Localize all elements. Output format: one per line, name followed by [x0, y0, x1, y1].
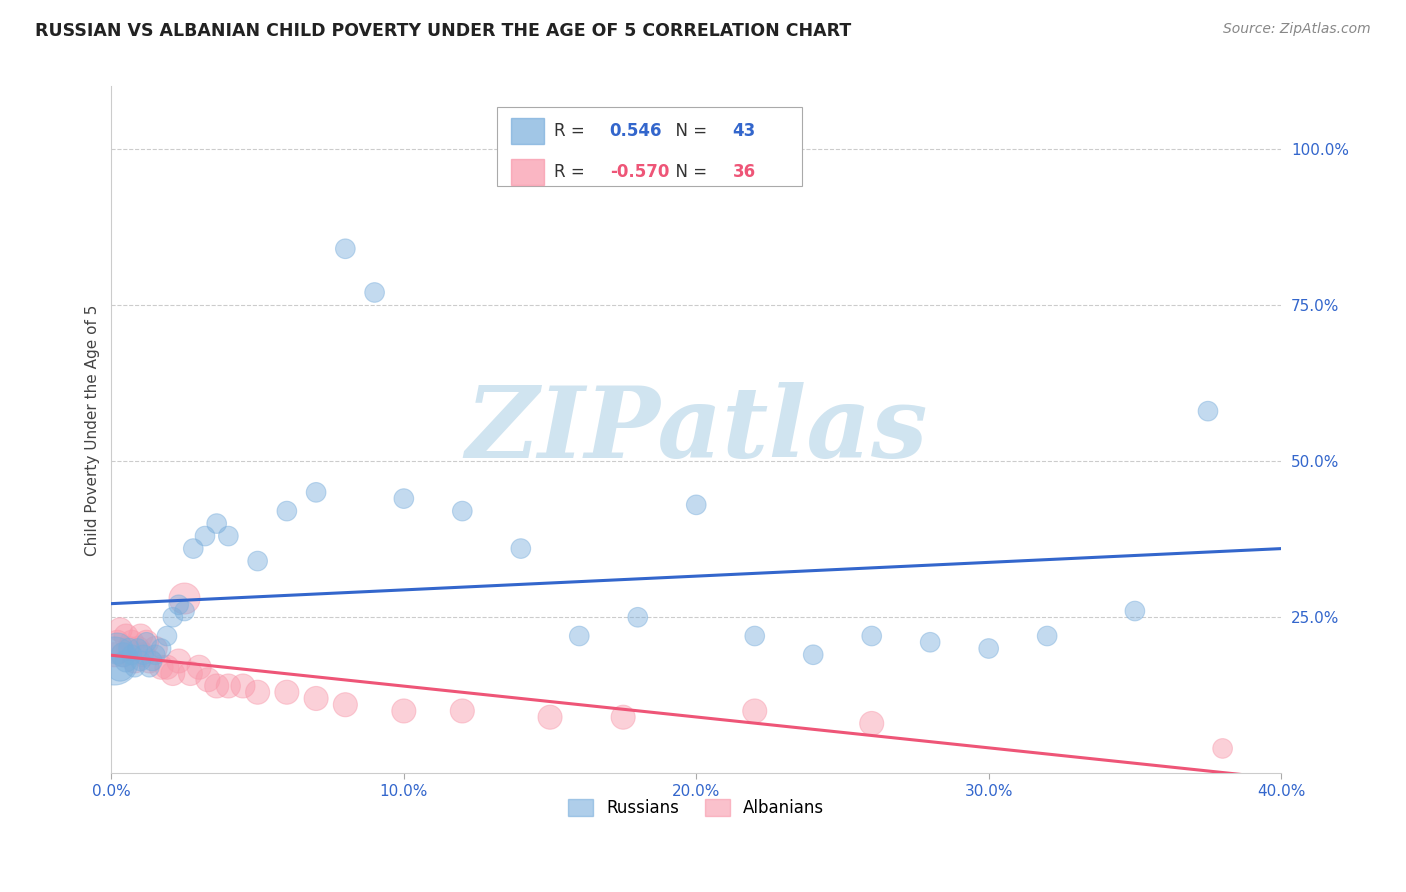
Point: [276, 685, 298, 699]
Point: [217, 679, 239, 693]
Point: [167, 654, 190, 668]
Point: [305, 691, 328, 706]
Text: R =: R =: [554, 162, 589, 181]
Point: [801, 648, 824, 662]
Text: 0.546: 0.546: [610, 121, 662, 140]
Point: [108, 623, 131, 637]
Point: [173, 604, 195, 618]
Point: [977, 641, 1000, 656]
Point: [335, 698, 357, 712]
Point: [627, 610, 650, 624]
Point: [112, 648, 135, 662]
Point: [150, 641, 173, 656]
Point: [205, 679, 228, 693]
Point: [392, 704, 415, 718]
Point: [156, 660, 179, 674]
Point: [1036, 629, 1059, 643]
Point: [744, 629, 766, 643]
Point: [127, 641, 149, 656]
Point: [129, 629, 152, 643]
Point: [305, 485, 328, 500]
Text: N =: N =: [665, 162, 711, 181]
Point: [612, 710, 634, 724]
Point: [167, 598, 190, 612]
Point: [451, 704, 474, 718]
FancyBboxPatch shape: [512, 159, 544, 185]
Point: [197, 673, 219, 687]
Text: 36: 36: [733, 162, 755, 181]
Text: N =: N =: [665, 121, 711, 140]
Point: [115, 654, 138, 668]
Point: [568, 629, 591, 643]
Point: [124, 654, 146, 668]
Point: [1197, 404, 1219, 418]
Point: [103, 654, 125, 668]
Point: [276, 504, 298, 518]
Text: Source: ZipAtlas.com: Source: ZipAtlas.com: [1223, 22, 1371, 37]
Point: [173, 591, 195, 606]
Point: [156, 629, 179, 643]
Point: [112, 648, 135, 662]
Point: [143, 648, 166, 662]
Point: [744, 704, 766, 718]
Point: [509, 541, 531, 556]
Point: [162, 666, 184, 681]
Point: [232, 679, 254, 693]
Point: [179, 666, 201, 681]
Point: [135, 635, 157, 649]
Point: [1212, 741, 1234, 756]
Point: [205, 516, 228, 531]
Point: [194, 529, 217, 543]
Point: [141, 654, 163, 668]
Point: [127, 641, 149, 656]
Point: [124, 660, 146, 674]
Point: [118, 641, 141, 656]
Legend: Russians, Albanians: Russians, Albanians: [562, 792, 831, 823]
Point: [105, 635, 128, 649]
Point: [162, 610, 184, 624]
Y-axis label: Child Poverty Under the Age of 5: Child Poverty Under the Age of 5: [86, 304, 100, 556]
Point: [103, 648, 125, 662]
Point: [129, 654, 152, 668]
Point: [108, 660, 131, 674]
Text: R =: R =: [554, 121, 589, 140]
Point: [685, 498, 707, 512]
Point: [860, 629, 883, 643]
Point: [143, 641, 166, 656]
Text: ZIPatlas: ZIPatlas: [465, 382, 928, 478]
Point: [132, 648, 155, 662]
Point: [1123, 604, 1146, 618]
Point: [121, 635, 143, 649]
Point: [860, 716, 883, 731]
Point: [150, 660, 173, 674]
Point: [363, 285, 385, 300]
Point: [138, 660, 160, 674]
Point: [105, 641, 128, 656]
Point: [118, 641, 141, 656]
Point: [451, 504, 474, 518]
Point: [246, 685, 269, 699]
Text: 43: 43: [733, 121, 756, 140]
Point: [135, 635, 157, 649]
Point: [217, 529, 239, 543]
Point: [538, 710, 561, 724]
FancyBboxPatch shape: [512, 118, 544, 144]
Point: [335, 242, 357, 256]
FancyBboxPatch shape: [498, 107, 801, 186]
Point: [115, 629, 138, 643]
Point: [121, 648, 143, 662]
Point: [181, 541, 204, 556]
Point: [188, 660, 211, 674]
Text: -0.570: -0.570: [610, 162, 669, 181]
Point: [920, 635, 942, 649]
Point: [246, 554, 269, 568]
Point: [138, 654, 160, 668]
Point: [132, 648, 155, 662]
Text: RUSSIAN VS ALBANIAN CHILD POVERTY UNDER THE AGE OF 5 CORRELATION CHART: RUSSIAN VS ALBANIAN CHILD POVERTY UNDER …: [35, 22, 852, 40]
Point: [392, 491, 415, 506]
